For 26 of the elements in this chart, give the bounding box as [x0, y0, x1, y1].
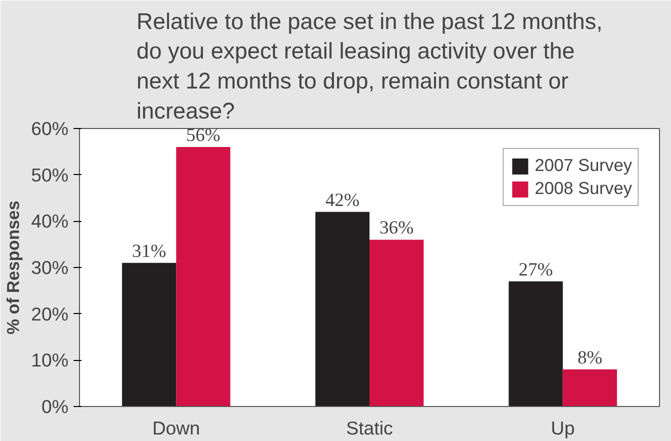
bar — [315, 212, 370, 406]
y-tick-label: 20% — [31, 303, 69, 324]
legend-label: 2008 Survey — [534, 178, 632, 199]
y-tick-label: 0% — [42, 396, 69, 417]
x-tick-label: Down — [152, 418, 200, 438]
y-tick-label: 10% — [31, 350, 69, 371]
x-tick-label: Up — [550, 418, 575, 438]
y-tick-label: 60% — [31, 118, 69, 139]
data-label: 31% — [132, 240, 166, 262]
chart-title: Relative to the pace set in the past 12 months, do you expect retail leasing activity over the next 12 months to drop, remain constant or increase? — [136, 8, 603, 124]
x-tick-label: Static — [346, 418, 393, 438]
bar — [562, 369, 617, 406]
bar — [176, 147, 230, 406]
y-tick-label: 40% — [31, 210, 69, 232]
bar — [508, 281, 563, 406]
bar — [370, 240, 424, 406]
y-tick-label: 30% — [31, 257, 69, 278]
data-label: 36% — [379, 218, 414, 239]
data-label: 42% — [325, 190, 360, 211]
bar — [122, 262, 176, 406]
data-label: 27% — [518, 259, 553, 280]
y-tick-label: 50% — [31, 164, 69, 186]
data-label: 8% — [577, 347, 602, 368]
y-axis-title: % of Responses — [3, 200, 24, 334]
legend-label: 2007 Survey — [534, 155, 632, 176]
data-label: 56% — [186, 125, 220, 146]
